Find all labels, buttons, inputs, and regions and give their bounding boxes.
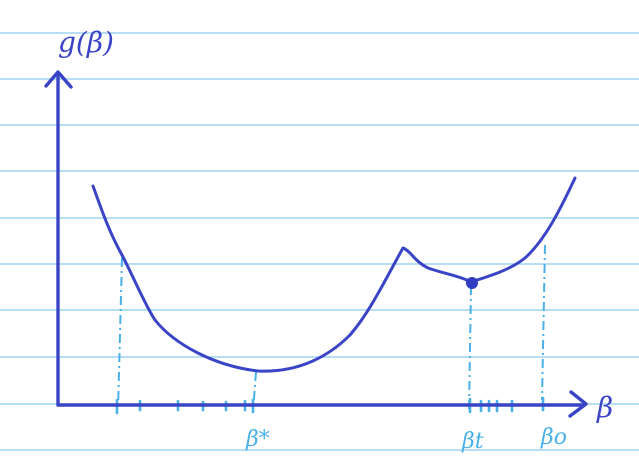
x-axis-arrowhead (568, 390, 588, 418)
beta-star-label: β* (245, 427, 270, 452)
guide-t (468, 285, 472, 411)
y-axis-label: g(β) (58, 26, 114, 59)
beta-t-label: βt (461, 429, 484, 454)
dashed-guides (117, 244, 546, 413)
ruled-lines (0, 32, 639, 451)
axes (44, 70, 588, 418)
beta-o-label: βo (540, 425, 567, 450)
guide-left (117, 257, 123, 411)
x-axis-label: β (596, 391, 613, 424)
guide-o (541, 244, 546, 401)
beta-t-point (466, 277, 478, 289)
g-beta-curve (91, 176, 577, 373)
y-axis-arrowhead (44, 70, 73, 89)
